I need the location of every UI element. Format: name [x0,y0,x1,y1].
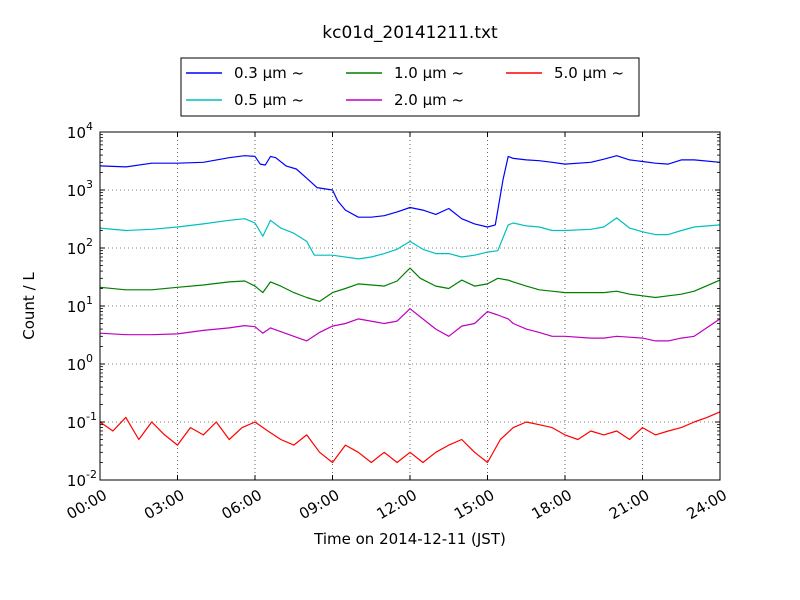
y-tick-label: 10 [67,472,86,490]
y-tick-base: 10 [67,298,86,316]
y-tick-base: 10 [67,472,86,490]
y-tick-exponent: -1 [86,410,97,423]
y-tick-base: 10 [67,182,86,200]
y-tick-label: 10 [67,356,86,374]
y-tick-exponent: 4 [86,120,93,133]
series-layer [100,155,720,464]
y-tick-exponent: 0 [86,352,93,365]
series-line-1 [100,217,720,260]
series-line-3 [100,308,720,342]
series-line-2 [100,267,720,302]
series-line-4 [100,411,720,464]
legend-label: 0.3 μm ~ [234,64,304,82]
y-tick-label: 10 [67,124,86,142]
y-tick-base: 10 [67,356,86,374]
y-tick-base: 10 [67,414,86,432]
y-tick-exponent: 3 [86,178,93,191]
legend-label: 5.0 μm ~ [554,64,624,82]
y-tick-label: 10 [67,414,86,432]
y-tick-label: 10 [67,182,86,200]
legend-label: 1.0 μm ~ [394,64,464,82]
x-axis-label: Time on 2014-12-11 (JST) [313,530,506,548]
y-tick-base: 10 [67,240,86,258]
y-tick-label: 10 [67,298,86,316]
y-axis-label: Count / L [20,272,38,340]
y-tick-exponent: 2 [86,236,93,249]
legend-label: 0.5 μm ~ [234,91,304,109]
legend: 0.3 μm ~ 0.5 μm ~ 1.0 μm ~ 2.0 μm ~ 5.0 μm ~ [180,57,640,117]
legend-label: 2.0 μm ~ [394,91,464,109]
chart-title: kc01d_20141211.txt [322,23,498,43]
y-tick-base: 10 [67,124,86,142]
legend-frame [180,57,640,117]
y-tick-exponent: 1 [86,294,93,307]
axis-ticks [99,131,721,481]
series-line-0 [100,155,720,228]
y-tick-label: 10 [67,240,86,258]
y-tick-exponent: -2 [86,468,97,481]
